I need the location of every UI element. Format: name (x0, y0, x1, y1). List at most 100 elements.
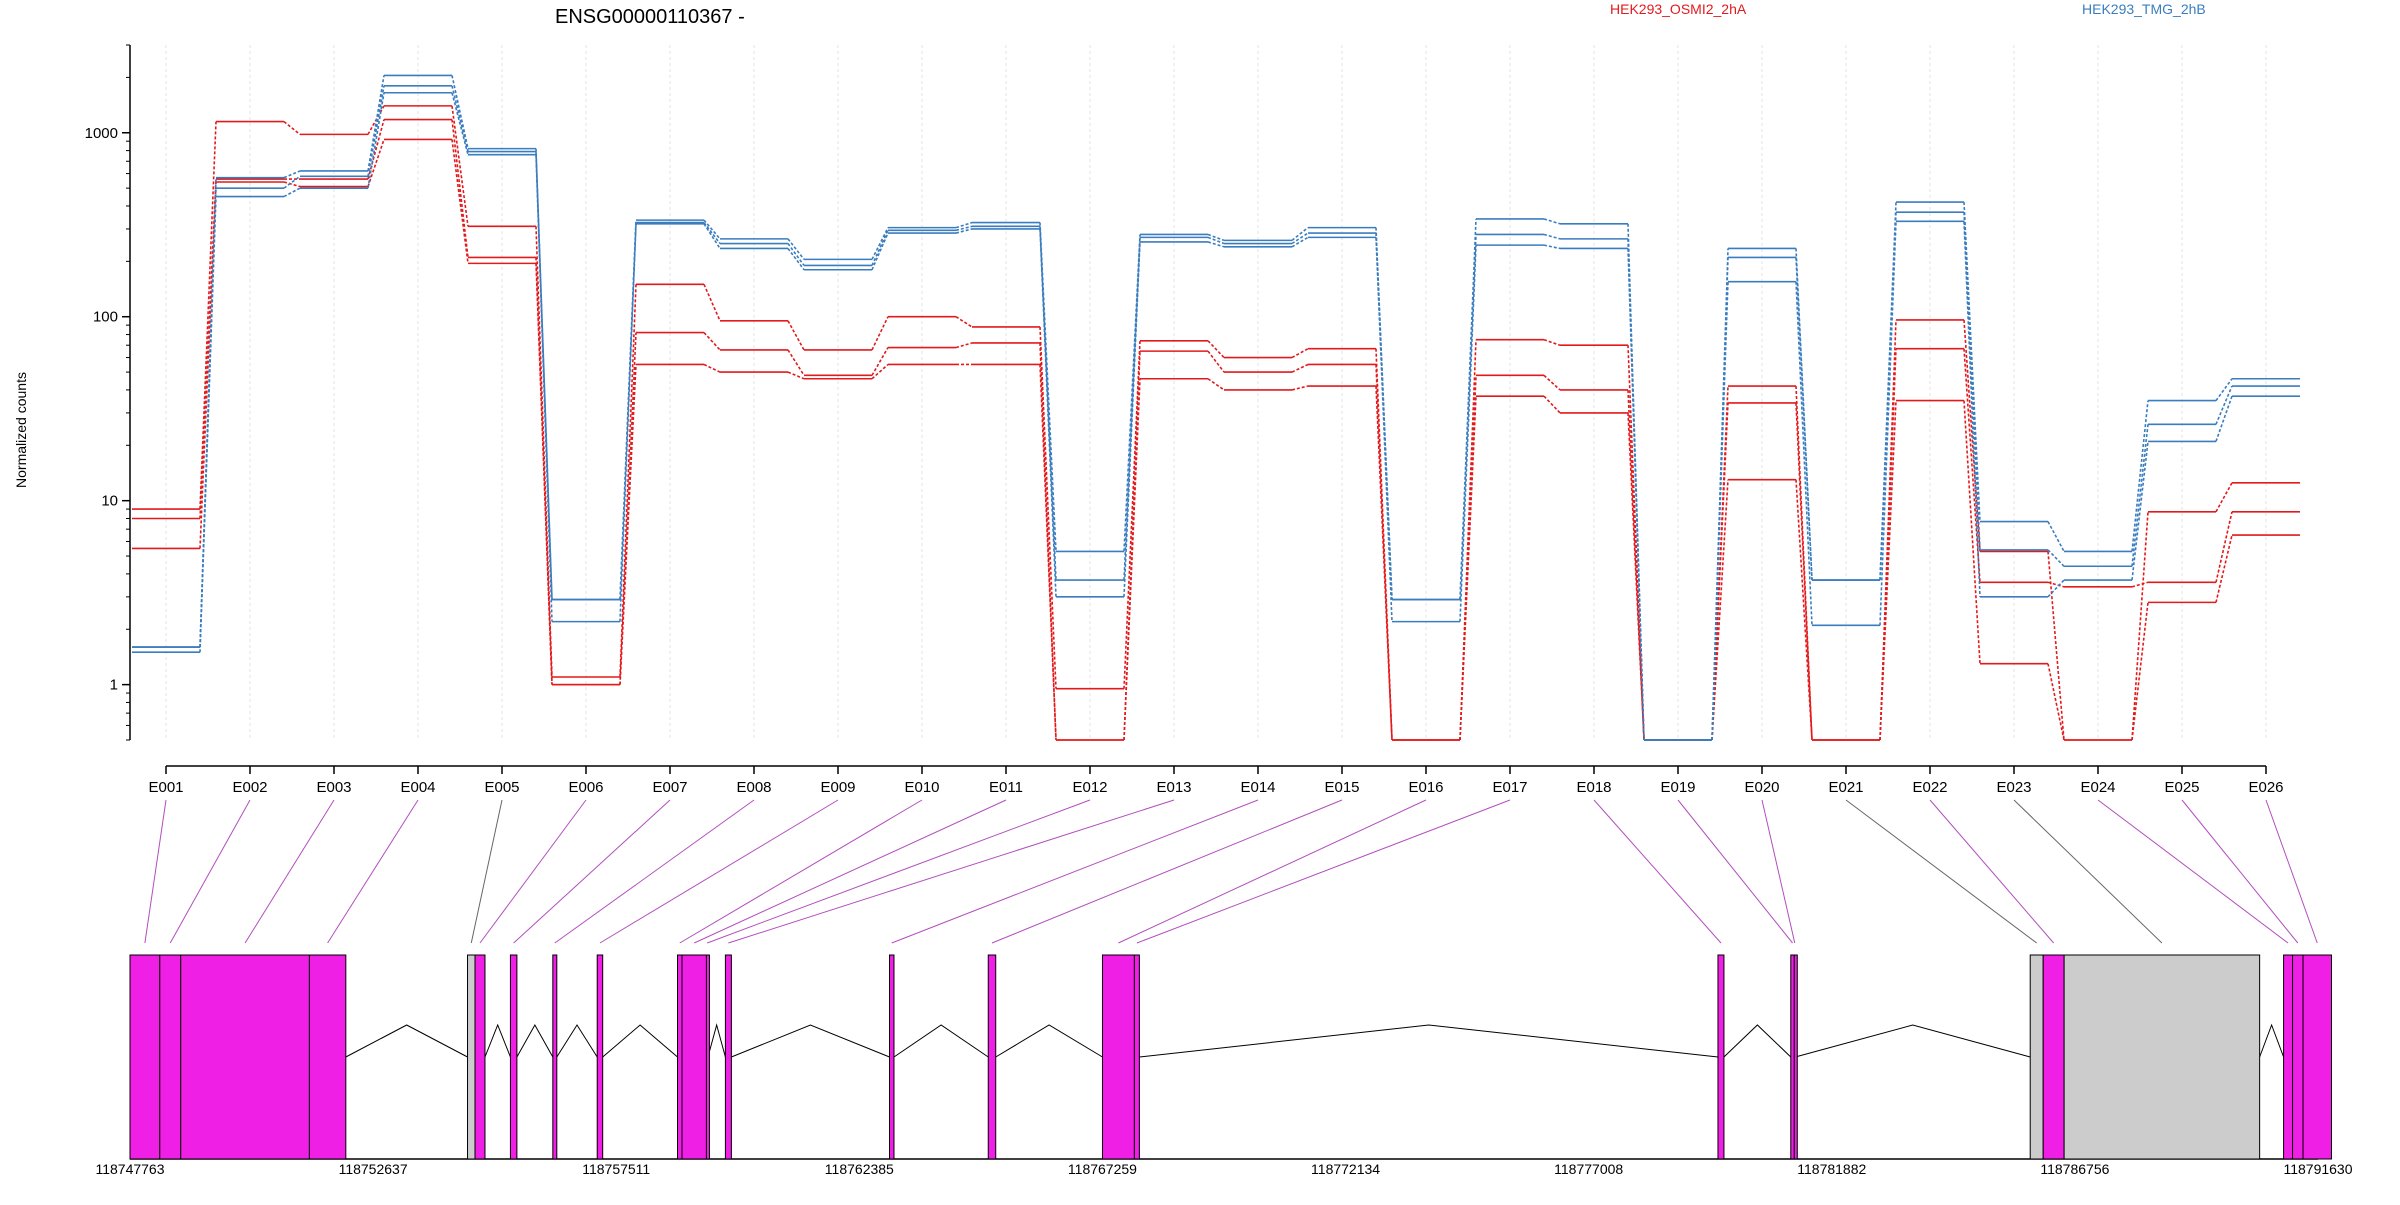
link-E011 (694, 799, 1007, 944)
data-connector (1711, 281, 1729, 741)
data-connector (1627, 412, 1645, 741)
exon-box-E015 (987, 954, 997, 1160)
x-tick-label-E017: E017 (1492, 779, 1527, 796)
link-E013 (728, 799, 1175, 944)
y-tick-label: 1000 (85, 125, 118, 142)
data-connector (1459, 234, 1477, 600)
link-E026 (2265, 799, 2318, 944)
data-connector (2215, 395, 2233, 442)
genome-coordinate-label: 118786756 (2040, 1161, 2109, 1177)
data-connector (2215, 385, 2233, 425)
data-connector (2215, 511, 2233, 583)
data-connector (451, 139, 469, 264)
data-connector (1123, 234, 1141, 552)
x-tick-label-E007: E007 (652, 779, 687, 796)
data-connector (451, 85, 469, 152)
x-tick-label-E023: E023 (1996, 779, 2031, 796)
x-tick-label-E004: E004 (400, 779, 435, 796)
data-connector (955, 342, 973, 349)
exon-box-E018 (1717, 954, 1725, 1160)
data-connector (787, 320, 805, 351)
link-E015 (991, 799, 1343, 944)
data-connector (2131, 441, 2149, 581)
data-connector (619, 364, 637, 685)
exon-box-E007 (509, 954, 518, 1160)
link-E003 (244, 799, 335, 944)
data-connector (199, 196, 217, 653)
data-connector (2047, 551, 2065, 741)
data-connector (955, 221, 973, 229)
data-connector (2215, 378, 2233, 402)
genome-coordinate-label: 118772134 (1311, 1161, 1380, 1177)
data-connector (1795, 402, 1813, 741)
exon-link-lines (144, 799, 2318, 944)
data-connector (1711, 479, 1729, 741)
link-E022 (1929, 799, 2055, 944)
link-E017 (1136, 799, 1511, 944)
genome-coordinate-label: 118747763 (95, 1161, 164, 1177)
genome-coordinate-label: 118762385 (825, 1161, 894, 1177)
exon-box-E025 (2292, 954, 2304, 1160)
data-connector (955, 228, 973, 234)
data-connector (451, 75, 469, 149)
exon-box-E009 (596, 954, 604, 1160)
data-connector (871, 347, 889, 376)
exon-box-E008 (552, 954, 558, 1160)
x-tick-label-E012: E012 (1072, 779, 1107, 796)
data-connector (787, 247, 805, 271)
link-E004 (327, 799, 419, 944)
intron-line (602, 1024, 678, 1058)
series-3 (132, 138, 2300, 741)
x-tick-label-E020: E020 (1744, 779, 1779, 796)
data-connector (703, 284, 721, 322)
data-connector (535, 154, 553, 622)
data-connector (1543, 338, 1561, 346)
data-connector (871, 232, 889, 271)
intron-line (484, 1023, 511, 1058)
data-connector (703, 363, 721, 373)
data-connector (1207, 241, 1225, 248)
data-connector (1291, 385, 1309, 391)
legend-entry-tmg: HEK293_TMG_2hB (2082, 1, 2206, 17)
data-connector (1963, 319, 1981, 552)
x-tick-label-E005: E005 (484, 779, 519, 796)
data-connector (367, 85, 385, 177)
data-connector (619, 284, 637, 678)
data-connector (199, 181, 217, 549)
data-connector (2131, 424, 2149, 567)
x-tick-label-E015: E015 (1324, 779, 1359, 796)
x-tick-label-E024: E024 (2080, 779, 2115, 796)
link-E016 (1118, 799, 1427, 944)
y-tick-label: 100 (93, 309, 118, 326)
x-tick-label-E011: E011 (989, 779, 1023, 796)
data-connector (1207, 350, 1225, 373)
exon-box-E019 (1790, 954, 1795, 1160)
x-tick-label-E019: E019 (1660, 779, 1695, 796)
data-connector (1543, 218, 1561, 225)
data-connector (451, 105, 469, 227)
intron-line (345, 1024, 468, 1058)
data-connector (787, 238, 805, 260)
data-connector (1291, 227, 1309, 242)
data-connector (1039, 326, 1057, 689)
data-connector (619, 222, 637, 600)
data-connector (1375, 237, 1393, 622)
data-connector (1627, 345, 1645, 741)
chart-title: ENSG00000110367 - (555, 6, 745, 28)
link-E008 (554, 799, 755, 944)
data-connector (2131, 400, 2149, 552)
genome-coordinate-label: 118781882 (1797, 1161, 1866, 1177)
exon-box-E020 (1793, 954, 1798, 1160)
data-connector (283, 187, 301, 198)
x-tick-label-E010: E010 (904, 779, 939, 796)
intron-line (1139, 1024, 1719, 1058)
data-connector (2047, 581, 2065, 588)
x-tick-label-E016: E016 (1408, 779, 1443, 796)
link-E006 (479, 799, 587, 944)
data-connector (1543, 395, 1561, 414)
data-connector (787, 349, 805, 376)
data-connector (1291, 363, 1309, 373)
data-connector (451, 119, 469, 258)
exon-box-E014 (888, 954, 895, 1160)
data-connector (1375, 385, 1393, 741)
